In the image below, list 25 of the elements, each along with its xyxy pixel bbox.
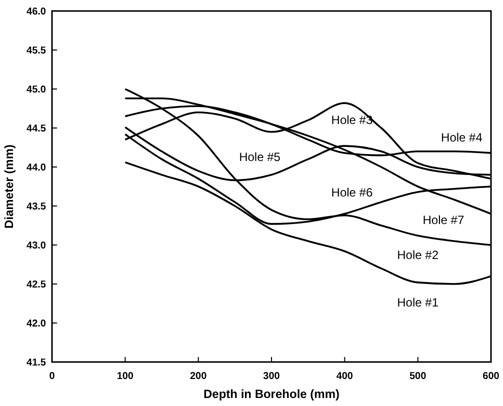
y-tick-label: 44.5	[26, 124, 46, 134]
series-label: Hole #6	[331, 186, 373, 200]
series-label: Hole #4	[441, 130, 483, 144]
x-tick-label: 0	[49, 371, 56, 382]
x-tick-label: 400	[336, 371, 354, 382]
x-tick-label: 600	[482, 371, 500, 382]
y-tick-label: 41.5	[26, 358, 46, 368]
x-tick-label: 200	[190, 371, 208, 382]
y-axis-title: Diameter (mm)	[2, 144, 16, 229]
series-label: Hole #5	[239, 150, 281, 164]
x-axis-title: Depth in Borehole (mm)	[203, 387, 340, 401]
series-label: Hole #1	[397, 296, 439, 310]
y-tick-label: 46.0	[26, 6, 46, 18]
y-tick-label: 45.0	[26, 84, 46, 96]
series-label: Hole #7	[422, 213, 464, 228]
x-tick-label: 500	[409, 371, 427, 382]
x-tick-label: 300	[263, 371, 280, 382]
y-tick-label: 45.5	[26, 46, 46, 56]
y-tick-label: 42.5	[26, 280, 46, 290]
y-tick-label: 43.5	[26, 202, 46, 212]
y-tick-label: 43.0	[26, 240, 46, 252]
series-label: Hole #2	[397, 248, 439, 262]
x-tick-label: 100	[116, 371, 134, 382]
y-tick-label: 44.0	[26, 162, 46, 174]
y-tick-label: 42.0	[26, 318, 46, 330]
